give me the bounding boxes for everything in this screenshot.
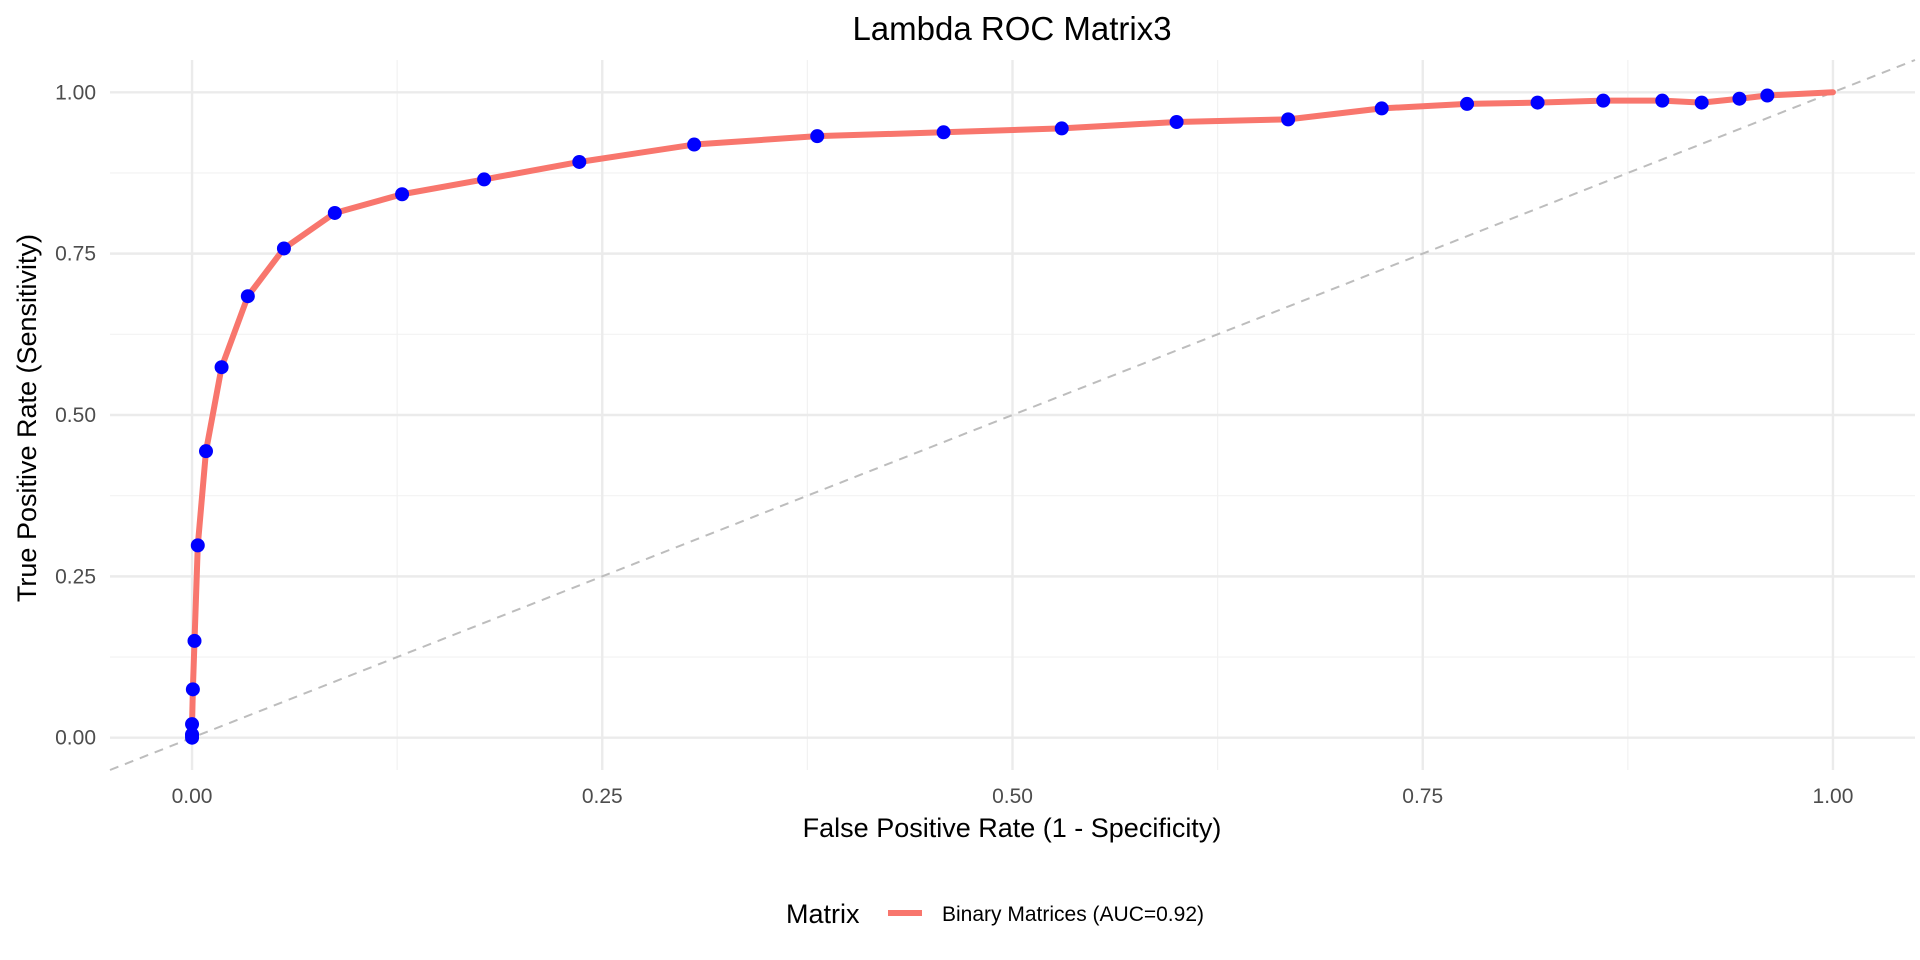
y-axis-title: True Positive Rate (Sensitivity)	[12, 234, 42, 602]
y-tick-label: 0.25	[55, 565, 96, 588]
roc-point	[1169, 114, 1184, 129]
roc-point	[187, 633, 202, 648]
roc-point	[214, 360, 229, 375]
x-tick-label: 0.75	[1402, 785, 1443, 808]
roc-point	[1281, 112, 1296, 127]
roc-point	[240, 289, 255, 304]
roc-point	[1054, 121, 1069, 136]
roc-point	[327, 205, 342, 220]
roc-point	[395, 187, 410, 202]
legend-title: Matrix	[786, 899, 860, 929]
roc-point	[190, 538, 205, 553]
y-tick-labels: 0.00 0.25 0.50 0.75 1.00	[55, 81, 96, 749]
roc-curve-line	[189, 89, 1836, 741]
roc-point	[936, 125, 951, 140]
x-tick-label: 0.00	[172, 785, 213, 808]
x-tick-labels: 0.00 0.25 0.50 0.75 1.00	[172, 785, 1854, 808]
roc-point	[1655, 93, 1670, 108]
y-tick-label: 0.00	[55, 727, 96, 750]
roc-point	[1374, 101, 1389, 116]
roc-point	[1760, 88, 1775, 103]
roc-point	[810, 129, 825, 144]
reference-diagonal-line	[109, 59, 1916, 771]
roc-point	[185, 717, 200, 732]
roc-point	[687, 137, 702, 152]
legend: Matrix Binary Matrices (AUC=0.92)	[786, 899, 1204, 929]
legend-label: Binary Matrices (AUC=0.92)	[942, 903, 1204, 926]
roc-point	[1596, 93, 1611, 108]
y-tick-label: 1.00	[55, 81, 96, 104]
chart-title: Lambda ROC Matrix3	[852, 10, 1171, 47]
roc-point	[1460, 96, 1475, 111]
roc-point	[1694, 95, 1709, 110]
series-layer	[185, 88, 1836, 745]
x-tick-label: 1.00	[1813, 785, 1854, 808]
roc-point	[572, 154, 587, 169]
roc-point	[185, 727, 200, 742]
y-tick-label: 0.50	[55, 404, 96, 427]
roc-point	[1530, 95, 1545, 110]
x-tick-label: 0.25	[582, 785, 623, 808]
y-tick-label: 0.75	[55, 243, 96, 266]
x-axis-title: False Positive Rate (1 - Specificity)	[803, 813, 1222, 843]
x-tick-label: 0.50	[992, 785, 1033, 808]
roc-point	[276, 241, 291, 256]
reference-layer	[109, 59, 1916, 771]
grid-major	[110, 60, 1915, 770]
roc-point	[1732, 91, 1747, 106]
roc-point	[198, 444, 213, 459]
roc-point	[185, 682, 200, 697]
roc-point	[477, 172, 492, 187]
